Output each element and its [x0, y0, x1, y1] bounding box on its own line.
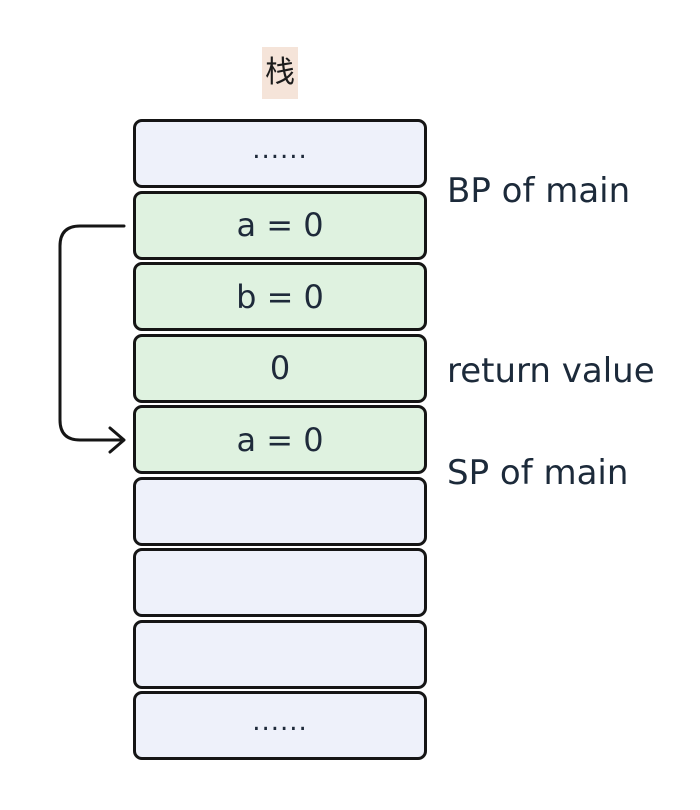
stack-cell-empty	[133, 548, 427, 617]
stack-cell-b: b = 0	[133, 262, 427, 331]
stack-title: 栈	[262, 47, 298, 99]
copy-arrow-line	[58, 224, 126, 442]
stack-cell-top-ellipsis: ......	[133, 119, 427, 188]
return-value-label: return value	[447, 351, 655, 391]
stack-cell-empty	[133, 619, 427, 689]
stack-cell-empty	[133, 476, 427, 546]
stack-cell-a-copy: a = 0	[133, 190, 427, 260]
stack-cell-bottom-ellipsis: ......	[133, 691, 427, 760]
sp-of-main-label: SP of main	[447, 453, 629, 493]
stack-cell-a: a = 0	[133, 405, 427, 474]
stack: ...... a = 0 b = 0 0 a = 0 ......	[133, 119, 427, 763]
copy-arrow-head	[108, 426, 126, 454]
stack-cell-return-value: 0	[133, 333, 427, 403]
bp-of-main-label: BP of main	[447, 171, 631, 211]
